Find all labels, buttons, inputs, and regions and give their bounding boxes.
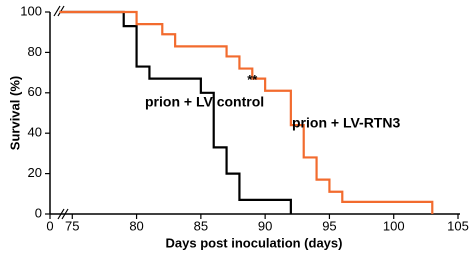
- x-tick-label: 75: [65, 218, 79, 233]
- axis-break-marks: [53, 5, 69, 220]
- x-axis-label: Days post inoculation (days): [166, 235, 343, 250]
- survival-line: [59, 10, 292, 214]
- y-tick-label: 0: [35, 205, 42, 220]
- x-tick-label: 95: [322, 218, 336, 233]
- x-tick-label: 100: [383, 218, 405, 233]
- survival-line: [59, 10, 434, 214]
- y-tick-label: 60: [28, 84, 42, 99]
- x-tick-label: 0: [46, 218, 53, 233]
- x-tick-label: 85: [194, 218, 208, 233]
- y-tick-label: 100: [20, 3, 42, 18]
- y-tick-label: 20: [28, 165, 42, 180]
- significance-annotation: **: [247, 72, 258, 87]
- series-label: prion + LV-RTN3: [292, 115, 400, 131]
- series-label: prion + LV control: [145, 94, 264, 110]
- x-tick-label: 105: [447, 218, 469, 233]
- x-tick-label: 90: [258, 218, 272, 233]
- x-tick-label: 80: [129, 218, 143, 233]
- y-axis-label: Survival (%): [7, 76, 22, 150]
- y-tick-label: 40: [28, 125, 42, 140]
- y-tick-label: 80: [28, 44, 42, 59]
